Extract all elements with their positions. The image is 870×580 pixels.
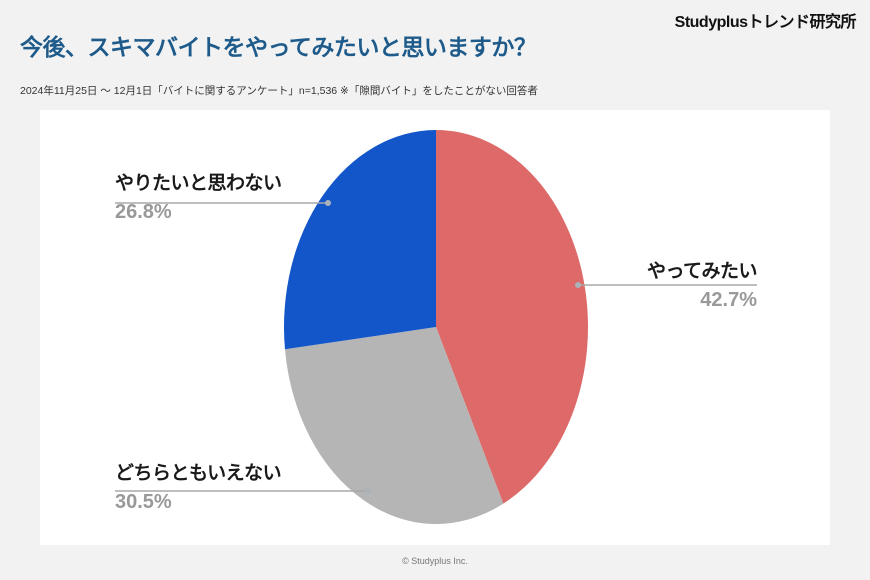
pie-chart-svg — [115, 130, 757, 525]
slice-label-yes-text: やってみたい — [646, 261, 758, 282]
slice-label-neutral: どちらともいえない 30.5% — [115, 463, 282, 513]
brand-logo-text: Studyplusトレンド研究所 — [674, 14, 857, 31]
slice-label-neutral-text: どちらともいえない — [115, 463, 282, 484]
leader-dot-neutral — [365, 488, 371, 494]
slice-label-neutral-pct: 30.5% — [115, 491, 172, 513]
slice-label-yes: やってみたい 42.7% — [646, 261, 758, 311]
slice-label-no: やりたいと思わない 26.8% — [115, 174, 282, 222]
slice-label-no-pct: 26.8% — [115, 201, 172, 223]
pie-slice-1 — [284, 327, 504, 525]
slice-label-no-text: やりたいと思わない — [115, 173, 282, 194]
pie-slice-2 — [283, 130, 436, 350]
slice-label-yes-pct: 42.7% — [700, 289, 757, 311]
chart-card: やりたいと思わない 26.8% やってみたい 42.7% どちらともいえない 3… — [40, 110, 830, 545]
page-title: 今後、スキマバイトをやってみたいと思いますか？ — [20, 34, 537, 60]
leader-dot-yes — [575, 282, 581, 288]
pie-slices — [283, 130, 589, 525]
leader-dot-no — [325, 200, 331, 206]
survey-note: 2024年11月25日 ～ 12月1日「バイトに関するアンケート」n=1,536… — [20, 85, 538, 97]
footer-copyright: © Studyplus Inc. — [402, 556, 468, 566]
pie-slice-0 — [436, 130, 589, 504]
